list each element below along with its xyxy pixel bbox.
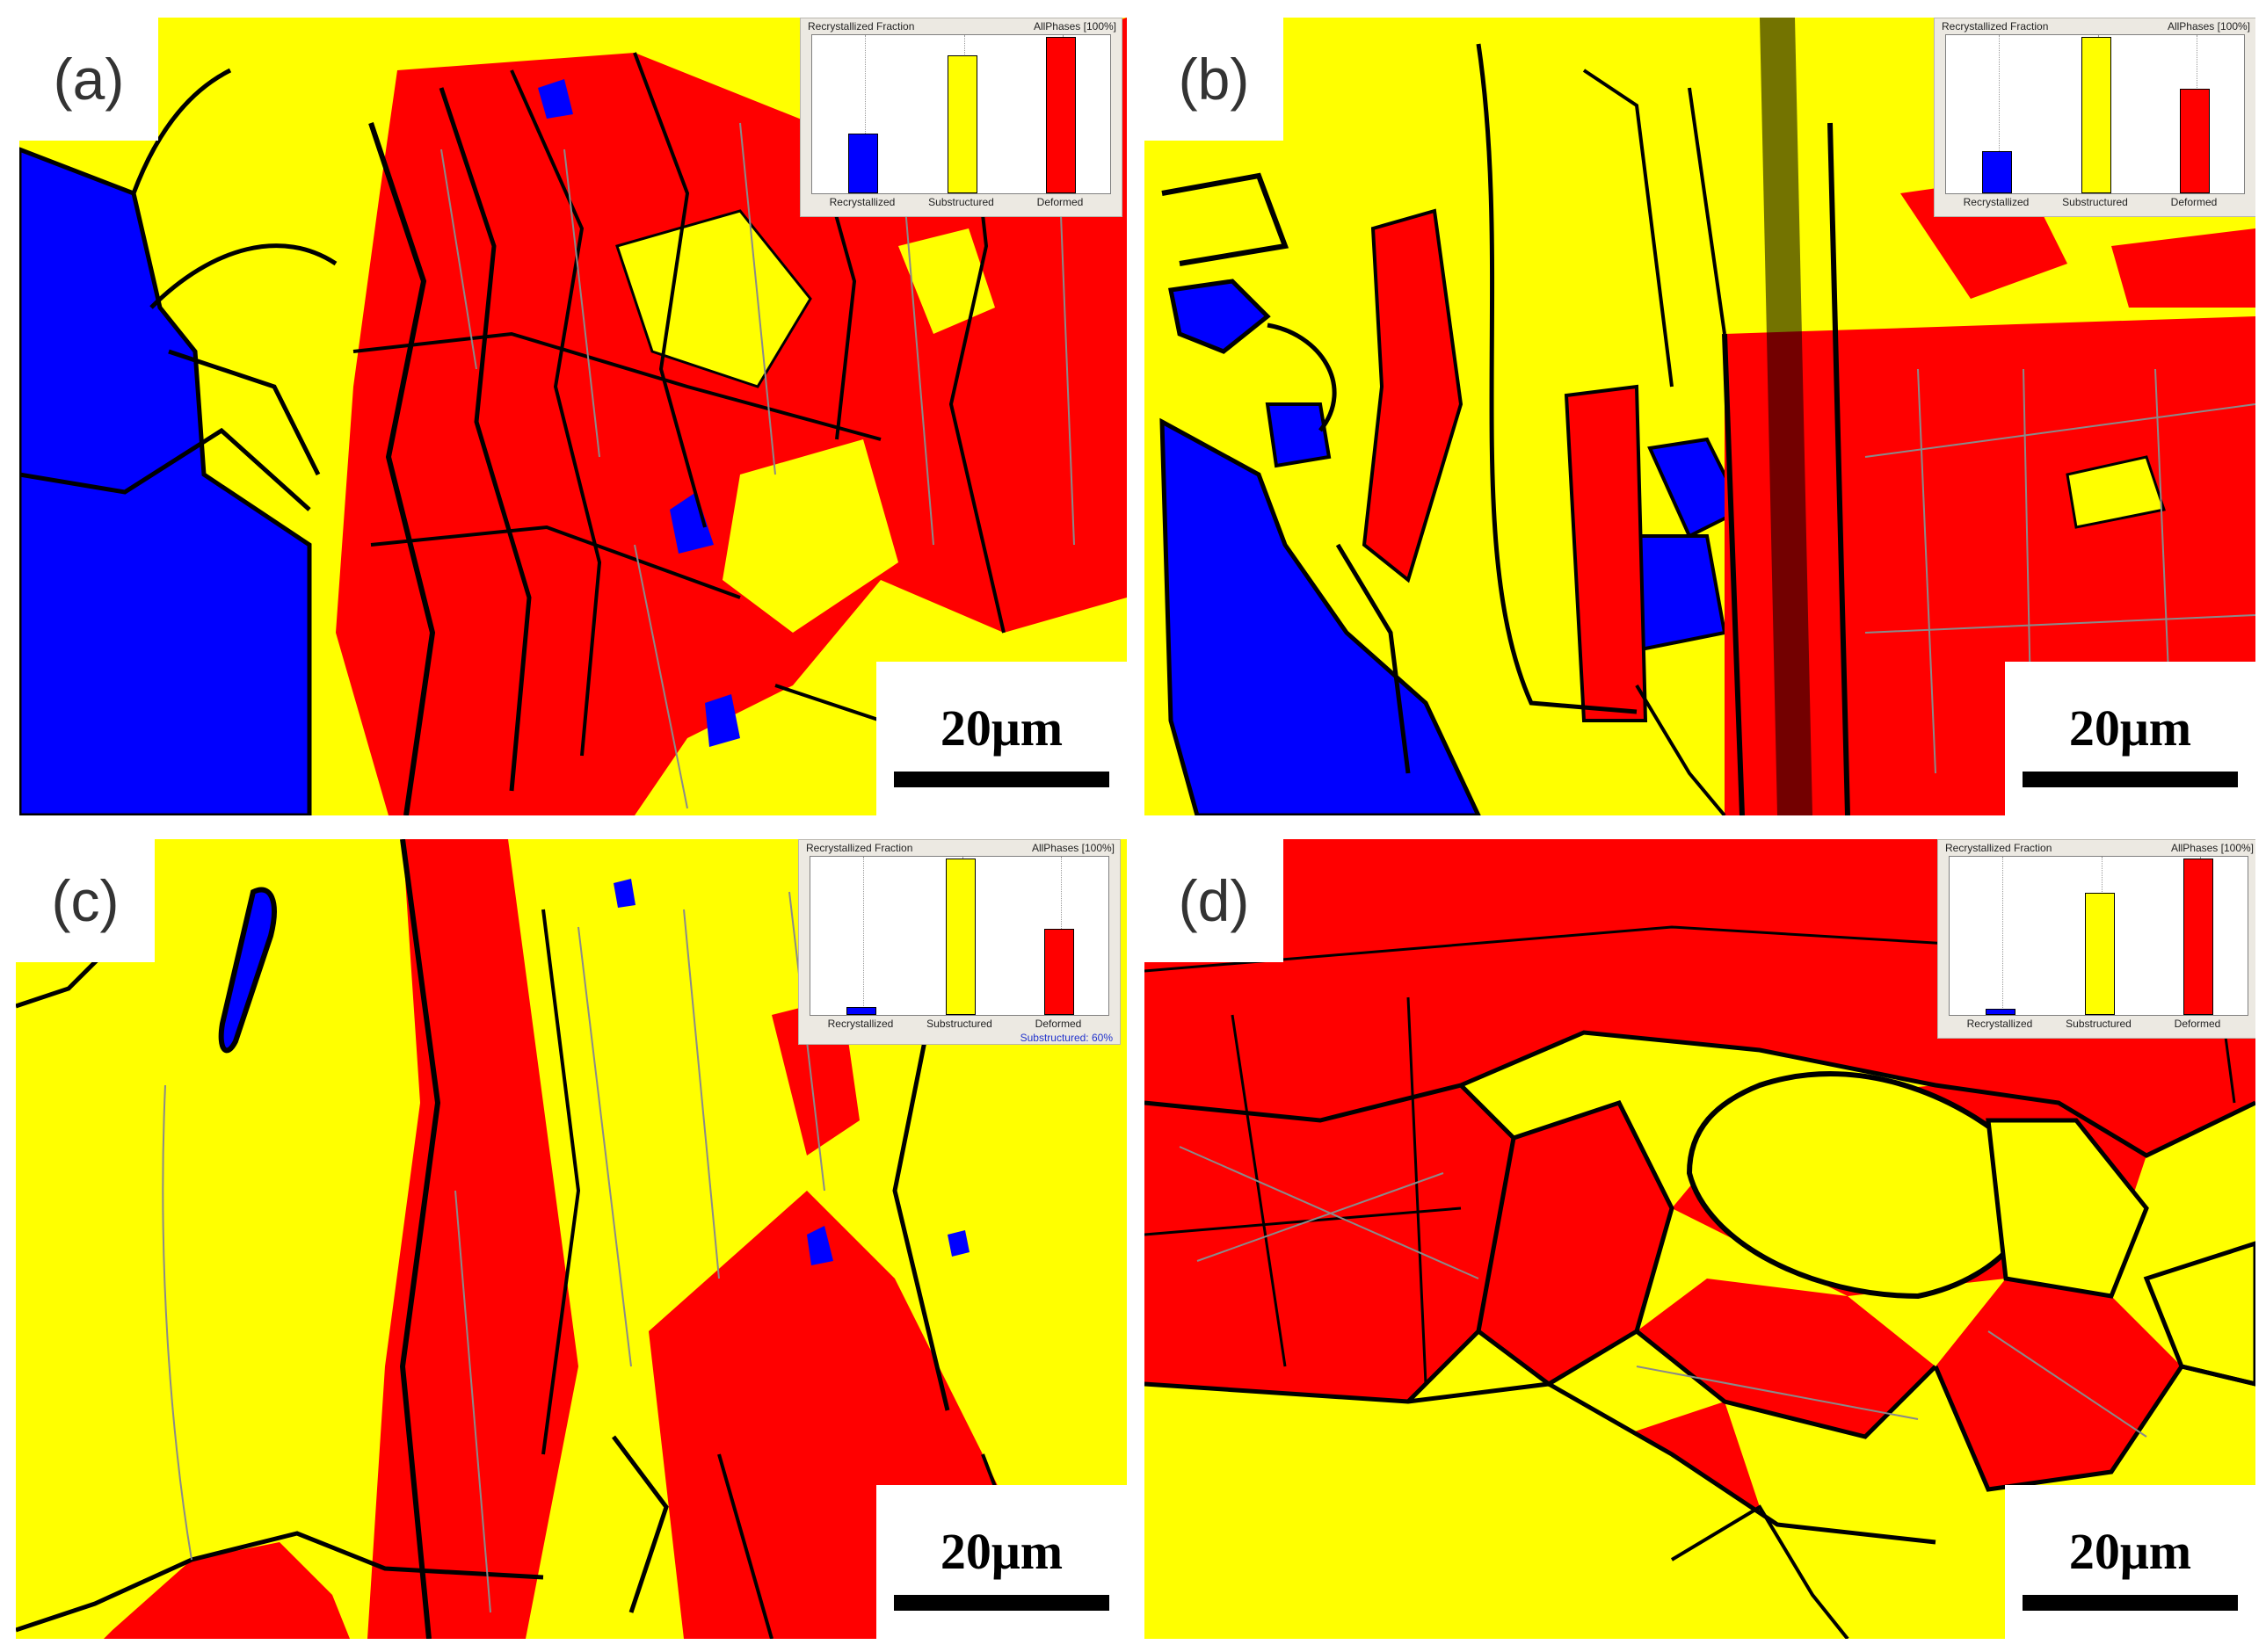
category-label: Substructured: [926, 1018, 992, 1030]
fraction-bar-deformed: [2183, 859, 2214, 1015]
category-label: Deformed: [1036, 196, 1084, 208]
fraction-bar-recrystallized: [1981, 150, 2012, 193]
bar-guide-line: [864, 35, 866, 193]
scale-label: 20μm: [940, 699, 1064, 757]
recrystallized-fraction-inset: Recrystallized Fraction AllPhases [100%]…: [1934, 18, 2255, 217]
scale-label: 20μm: [940, 1523, 1064, 1580]
panel-label: (c): [16, 839, 155, 962]
fraction-bar-recrystallized: [846, 1007, 876, 1015]
inset-phase: AllPhases [100%]: [2170, 842, 2254, 854]
scale-bar: [2023, 1595, 2238, 1611]
bar-guide-line: [862, 857, 864, 1015]
panel-label: (a): [19, 18, 158, 141]
scale-bar-box: 20μm: [2005, 662, 2255, 815]
category-label: Deformed: [1035, 1018, 1082, 1030]
panel-label: (d): [1144, 839, 1283, 962]
inset-phase: AllPhases [100%]: [1033, 20, 1116, 33]
inset-status: Substructured: 60%: [1020, 1032, 1113, 1044]
category-label: Substructured: [2066, 1018, 2132, 1030]
scale-bar: [894, 772, 1109, 787]
category-label: Recrystallized: [829, 196, 896, 208]
scale-bar: [2023, 772, 2238, 787]
panel-a: (a) Recrystallized Fraction AllPhases [1…: [19, 18, 1127, 815]
fraction-bar-substructured: [2084, 893, 2115, 1015]
fraction-bar-recrystallized: [1985, 1008, 2015, 1015]
category-label: Deformed: [2174, 1018, 2221, 1030]
panel-label: (b): [1144, 18, 1283, 141]
category-label: Substructured: [928, 196, 994, 208]
category-label: Recrystallized: [1966, 1018, 2033, 1030]
category-label: Deformed: [2170, 196, 2218, 208]
scale-bar-box: 20μm: [876, 1485, 1127, 1639]
inset-plot: [811, 34, 1111, 194]
inset-title: Recrystallized Fraction: [808, 20, 915, 33]
category-label: Recrystallized: [1963, 196, 2030, 208]
category-label: Substructured: [2062, 196, 2128, 208]
scale-bar-box: 20μm: [2005, 1485, 2255, 1639]
panel-c: (c) Recrystallized Fraction AllPhases [1…: [16, 839, 1127, 1639]
fraction-bar-deformed: [1046, 37, 1077, 193]
scale-bar: [894, 1595, 1109, 1611]
bar-guide-line: [2001, 857, 2003, 1015]
fraction-bar-substructured: [2081, 37, 2111, 193]
fraction-bar-substructured: [947, 55, 977, 193]
inset-title: Recrystallized Fraction: [806, 842, 913, 854]
category-label: Recrystallized: [827, 1018, 894, 1030]
inset-plot: [1945, 34, 2245, 194]
panel-d: (d) Recrystallized Fraction AllPhases [1…: [1144, 839, 2255, 1639]
scale-label: 20μm: [2068, 699, 2192, 757]
fraction-bar-deformed: [1044, 929, 1075, 1015]
inset-title: Recrystallized Fraction: [1945, 842, 2052, 854]
inset-title: Recrystallized Fraction: [1942, 20, 2049, 33]
fraction-bar-substructured: [945, 859, 976, 1015]
recrystallized-fraction-inset: Recrystallized Fraction AllPhases [100%]…: [1937, 839, 2255, 1039]
inset-phase: AllPhases [100%]: [1031, 842, 1115, 854]
inset-phase: AllPhases [100%]: [2167, 20, 2250, 33]
recrystallized-fraction-inset: Recrystallized Fraction AllPhases [100%]…: [798, 839, 1121, 1045]
recrystallized-fraction-inset: Recrystallized Fraction AllPhases [100%]…: [800, 18, 1122, 217]
fraction-bar-deformed: [2180, 88, 2211, 193]
scale-bar-box: 20μm: [876, 662, 1127, 815]
inset-plot: [810, 856, 1109, 1016]
panel-b: (b) Recrystallized Fraction AllPhases [1…: [1144, 18, 2255, 815]
fraction-bar-recrystallized: [847, 134, 878, 193]
bar-guide-line: [1998, 35, 2000, 193]
scale-label: 20μm: [2068, 1523, 2192, 1580]
inset-plot: [1949, 856, 2248, 1016]
